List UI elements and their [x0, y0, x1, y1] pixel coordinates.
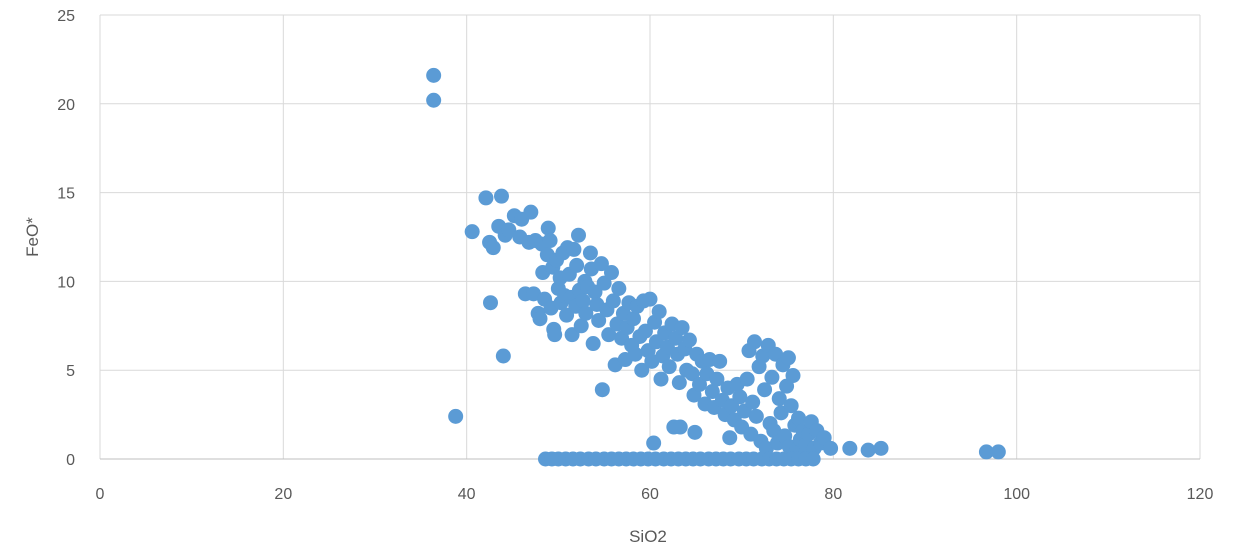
data-point [605, 293, 621, 309]
data-point [783, 398, 799, 414]
data-point [661, 359, 677, 375]
data-point [478, 190, 494, 206]
y-tick-label: 5 [66, 363, 75, 380]
data-point [540, 220, 556, 236]
data-point [646, 435, 662, 451]
x-tick-labels: 0 20 40 60 80 100 120 [96, 486, 1214, 503]
data-point [494, 188, 509, 204]
data-point [596, 275, 612, 291]
data-point [627, 346, 643, 362]
data-point [569, 257, 585, 273]
data-point [681, 332, 697, 348]
data-point [732, 389, 748, 405]
data-point [448, 408, 464, 424]
data-point [739, 371, 755, 387]
data-point [582, 245, 598, 261]
grid-lines [99, 14, 1201, 460]
data-point [523, 204, 539, 220]
data-point [722, 430, 738, 446]
data-point [768, 346, 784, 362]
data-point [604, 265, 619, 281]
data-point [626, 311, 641, 327]
data-point [571, 227, 586, 243]
y-tick-label: 0 [66, 452, 75, 469]
data-point [593, 256, 609, 272]
data-point [692, 376, 707, 392]
data-point [805, 451, 821, 467]
data-point [791, 410, 806, 426]
data-point [483, 295, 498, 311]
data-point [764, 369, 780, 385]
x-tick-label: 40 [458, 486, 476, 503]
data-point [990, 444, 1006, 460]
x-tick-label: 100 [1003, 486, 1030, 503]
data-point [780, 350, 796, 366]
data-point [757, 382, 773, 398]
y-tick-labels: 0 5 10 15 20 25 [57, 8, 75, 469]
data-point [712, 353, 728, 369]
data-point [634, 362, 650, 378]
data-point [823, 440, 839, 456]
y-tick-label: 20 [57, 97, 75, 114]
x-tick-label: 60 [641, 486, 659, 503]
data-point [672, 419, 688, 435]
data-point [860, 442, 876, 458]
data-point [671, 375, 687, 391]
x-tick-label: 20 [274, 486, 292, 503]
data-point [547, 327, 563, 343]
data-point [651, 304, 667, 320]
data-point [842, 440, 858, 456]
data-point [748, 408, 764, 424]
data-point [426, 92, 442, 108]
data-point [573, 318, 589, 334]
y-tick-label: 25 [57, 8, 75, 25]
data-point [687, 424, 703, 440]
data-point [495, 348, 511, 364]
data-point [426, 67, 442, 83]
x-tick-label: 80 [824, 486, 842, 503]
x-tick-label: 120 [1187, 486, 1214, 503]
data-point [575, 293, 591, 309]
y-tick-label: 10 [57, 274, 75, 291]
x-axis-title: SiO2 [629, 527, 667, 546]
data-point [532, 311, 548, 327]
y-axis-title: FeO* [23, 217, 42, 257]
data-point [611, 281, 627, 297]
data-point [601, 327, 617, 343]
data-point [709, 371, 725, 387]
data-point [978, 444, 994, 460]
y-tick-label: 15 [57, 186, 75, 203]
x-tick-label: 0 [96, 486, 105, 503]
data-point [771, 391, 787, 407]
data-point [674, 320, 690, 336]
data-point [585, 336, 601, 352]
data-point [578, 305, 594, 321]
data-point [591, 312, 607, 328]
data-points [426, 67, 1006, 467]
data-point [642, 291, 658, 307]
data-point [745, 394, 761, 410]
data-point [485, 240, 501, 256]
data-point [747, 334, 762, 350]
data-point [873, 440, 889, 456]
data-point [464, 224, 480, 240]
data-point [653, 371, 669, 387]
data-point [566, 241, 582, 257]
data-point [704, 384, 720, 400]
data-point [501, 222, 517, 238]
data-point [684, 366, 700, 382]
data-point [594, 382, 610, 398]
data-point [542, 233, 558, 249]
data-point [785, 368, 801, 384]
